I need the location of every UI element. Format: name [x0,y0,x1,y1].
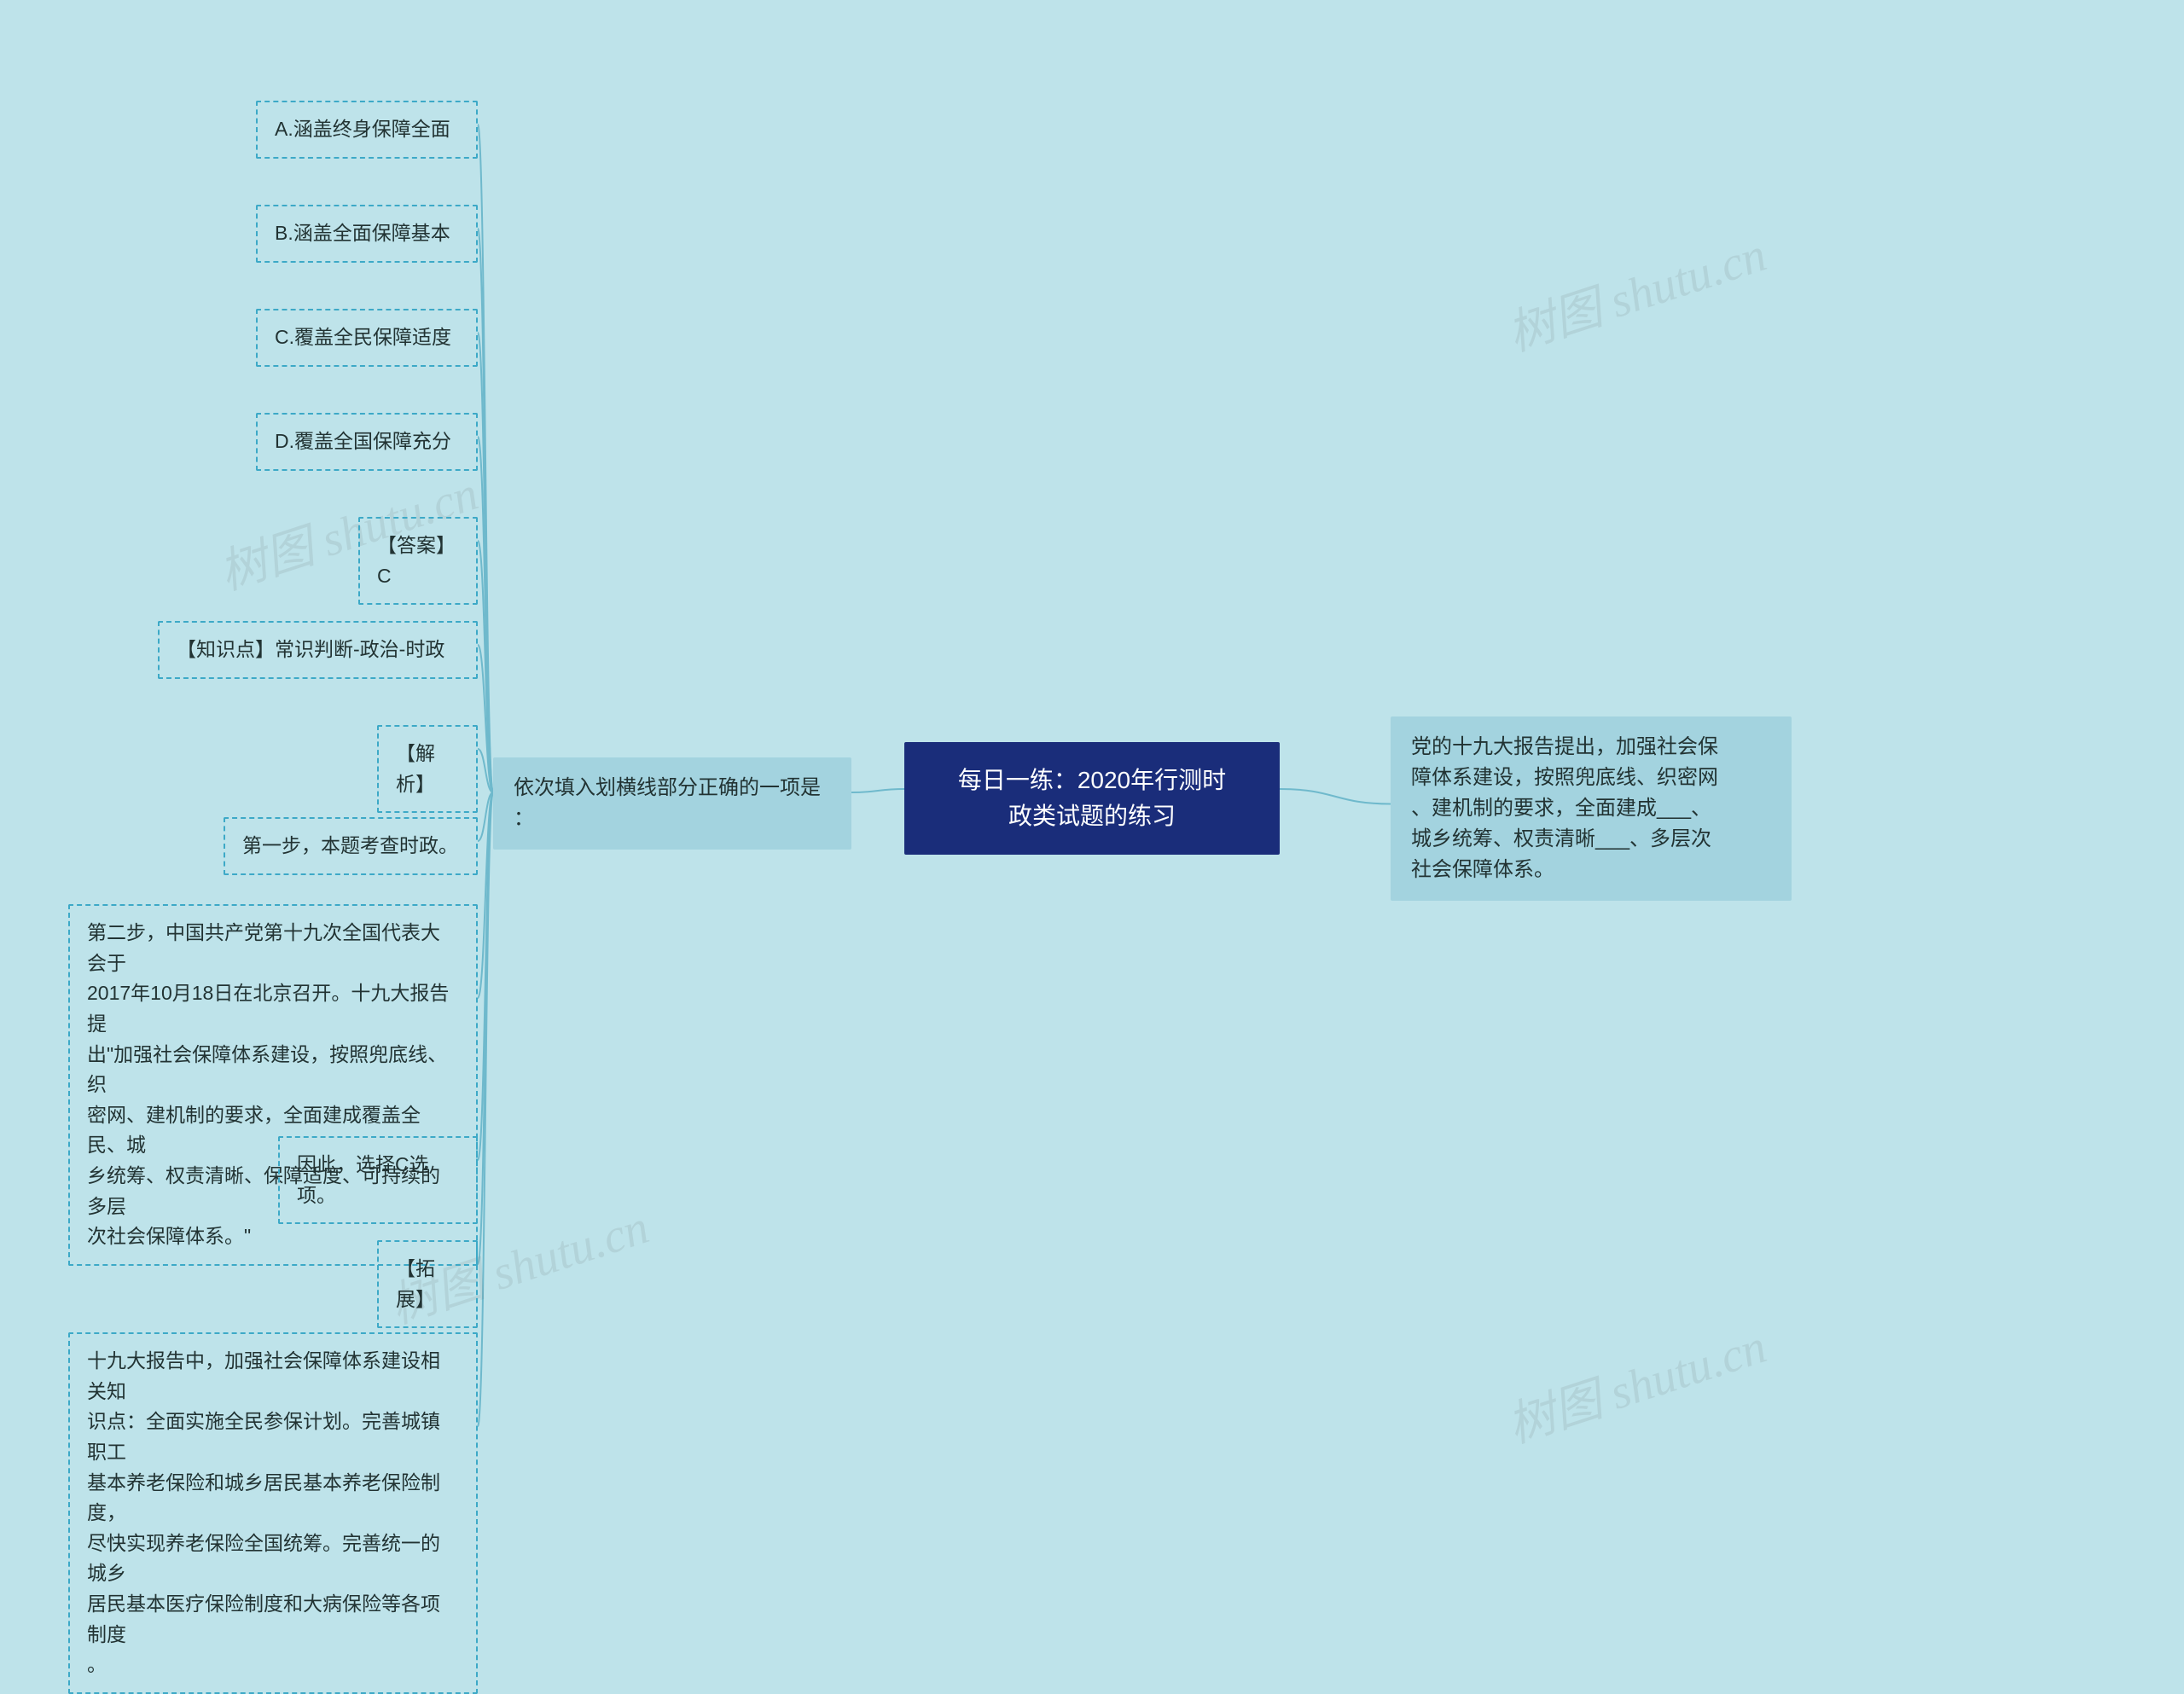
leaf-s3: 因此，选择C选项。 [278,1136,478,1224]
leaf-b: B.涵盖全面保障基本 [256,205,478,263]
leaf-tz: 【拓展】 [377,1240,478,1328]
leaf-jx: 【解析】 [377,725,478,813]
watermark: 树图 shutu.cn [1497,1308,1774,1456]
center-node: 每日一练：2020年行测时 政类试题的练习 [904,742,1280,855]
leaf-tz1: 十九大报告中，加强社会保障体系建设相关知 识点：全面实施全民参保计划。完善城镇职… [68,1332,478,1694]
leaf-s1: 第一步，本题考查时政。 [224,817,478,875]
branch-left1: 依次填入划横线部分正确的一项是 ： [493,757,851,850]
watermark: 树图 shutu.cn [1497,216,1774,364]
leaf-ans: 【答案】C [358,517,478,605]
leaf-c: C.覆盖全民保障适度 [256,309,478,367]
leaf-a: A.涵盖终身保障全面 [256,101,478,159]
leaf-d: D.覆盖全国保障充分 [256,413,478,471]
leaf-kp: 【知识点】常识判断-政治-时政 [158,621,478,679]
branch-right1: 党的十九大报告提出，加强社会保 障体系建设，按照兜底线、织密网 、建机制的要求，… [1391,716,1792,901]
